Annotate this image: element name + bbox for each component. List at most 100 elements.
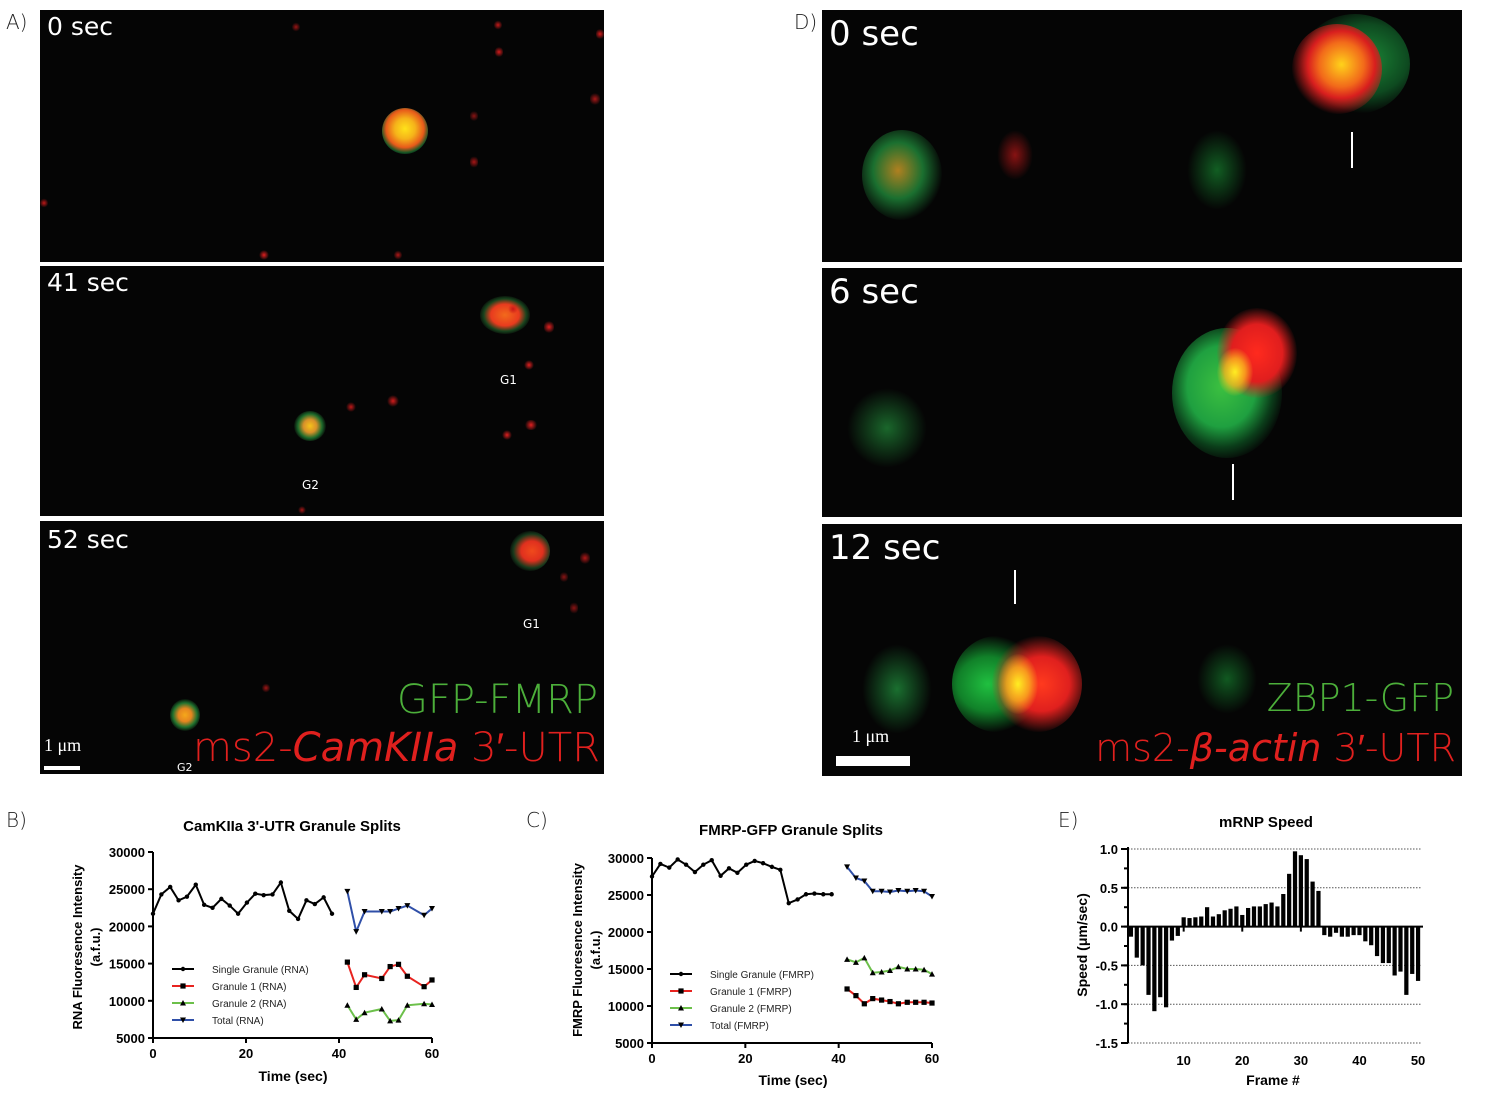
data-point — [344, 959, 350, 965]
legend-entry: Granule 2 (RNA) — [212, 999, 286, 1010]
bar — [1316, 890, 1321, 927]
timestamp-label: 52 sec — [47, 525, 129, 554]
y-axis-label-line1: RNA Fluoresence Intensity — [70, 864, 85, 1030]
legend-marker — [180, 983, 186, 989]
bar — [1257, 906, 1262, 927]
legend-entry: Granule 2 (FMRP) — [710, 1004, 792, 1015]
series-line-single-granule-rna- — [152, 880, 333, 921]
granule-blob — [862, 130, 942, 220]
granule-label-g2: G2 — [177, 761, 193, 774]
data-point — [878, 888, 885, 895]
channel-legend-green: GFP-FMRP — [396, 677, 598, 723]
chart-c-fmrp-granule-splits: FMRP-GFP Granule Splits FMRP Fluoresence… — [570, 822, 939, 1088]
bar — [1205, 907, 1210, 927]
channel-legend-red: ms2-CamKIIa 3′-UTR — [193, 725, 600, 771]
scale-bar — [44, 766, 80, 770]
data-point — [904, 999, 910, 1005]
data-point — [853, 993, 859, 999]
x-axis-label: Frame # — [1246, 1072, 1300, 1088]
red-spot — [590, 92, 600, 106]
arrow-up-icon — [1232, 464, 1234, 500]
data-point — [421, 1000, 428, 1007]
series-line-granule-2-rna- — [346, 1002, 433, 1022]
data-point — [675, 857, 680, 862]
data-point — [210, 905, 215, 910]
red-spot — [570, 601, 578, 615]
red-spot — [394, 250, 402, 260]
data-point — [387, 963, 393, 970]
bar — [1263, 904, 1268, 927]
y-tick-label: 10000 — [109, 994, 145, 1009]
bar — [1345, 926, 1350, 937]
y-tick-label: 0.5 — [1100, 881, 1118, 896]
panel-label-e: E) — [1058, 808, 1079, 832]
scale-bar — [836, 756, 910, 766]
red-spot — [346, 402, 356, 412]
red-spot — [560, 571, 568, 583]
bar — [1363, 926, 1368, 942]
data-point — [921, 888, 928, 895]
data-point — [429, 977, 435, 983]
bar — [1246, 907, 1251, 927]
granule-label-g1: G1 — [523, 617, 540, 631]
y-tick-label: 30000 — [608, 851, 644, 866]
legend-marker — [678, 988, 684, 994]
data-point — [278, 880, 284, 885]
data-point — [150, 911, 156, 916]
data-point — [361, 972, 368, 978]
y-tick-label: 20000 — [608, 925, 644, 940]
data-point — [895, 1001, 901, 1007]
bar — [1287, 873, 1292, 927]
y-tick-label: 25000 — [608, 888, 644, 903]
bar — [1328, 926, 1333, 937]
data-point — [921, 966, 928, 973]
data-point — [244, 900, 250, 905]
data-point — [253, 891, 258, 896]
data-point — [404, 1002, 411, 1008]
data-point — [387, 909, 394, 915]
data-point — [786, 900, 791, 906]
data-point — [861, 1001, 867, 1007]
red-spot — [292, 22, 300, 32]
bar — [1339, 926, 1344, 937]
data-point — [844, 864, 851, 870]
micrograph-d-12sec: 12 sec 1 μm ZBP1-GFP ms2-β-actin 3′-UTR — [822, 524, 1462, 776]
legend-entry: Total (RNA) — [212, 1016, 264, 1027]
x-axis-label: Time (sec) — [759, 1072, 828, 1088]
data-point — [353, 984, 359, 991]
panel-label-d: D) — [794, 10, 818, 34]
y-tick-label: -1.0 — [1096, 997, 1118, 1012]
data-point — [304, 898, 309, 903]
chart-title: CamKIIa 3'-UTR Granule Splits — [183, 818, 401, 835]
data-point — [692, 869, 698, 875]
red-spot — [524, 420, 538, 430]
granule-g2-blob — [294, 411, 326, 441]
series-line-single-granule-fmrp- — [651, 858, 832, 905]
data-point — [912, 888, 919, 894]
bar — [1351, 926, 1356, 936]
data-point — [879, 997, 885, 1003]
data-point — [869, 969, 876, 976]
chart-title: FMRP-GFP Granule Splits — [699, 822, 883, 839]
x-tick-label: 0 — [648, 1051, 655, 1066]
bar — [1298, 855, 1303, 927]
data-point — [329, 911, 335, 916]
data-point — [752, 858, 757, 864]
legend-marker — [180, 1017, 186, 1023]
data-point — [803, 892, 809, 897]
data-point — [887, 967, 893, 973]
data-point — [379, 975, 385, 982]
data-point — [726, 866, 732, 871]
plot-area: 5000 10000 15000 20000 25000 30000 0 20 40 60 Sing… — [109, 845, 439, 1061]
bar — [1163, 926, 1169, 1008]
granule-label-g2: G2 — [302, 478, 319, 492]
bar — [1281, 894, 1286, 927]
bar — [1175, 926, 1180, 936]
legend-entry: Granule 1 (FMRP) — [710, 987, 792, 998]
red-spot — [580, 551, 590, 565]
x-tick-label: 40 — [332, 1046, 346, 1061]
legend-marker — [180, 1000, 186, 1006]
granule-blob — [847, 388, 927, 468]
data-point — [887, 998, 893, 1005]
bar — [1216, 914, 1221, 927]
